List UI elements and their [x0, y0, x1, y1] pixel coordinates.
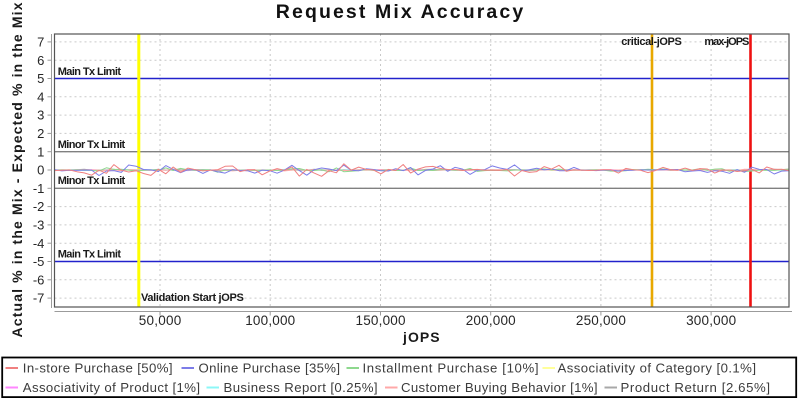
- svg-text:100,000: 100,000: [245, 313, 295, 328]
- svg-text:2: 2: [37, 126, 44, 141]
- svg-text:6: 6: [37, 53, 44, 68]
- svg-text:Installment Purchase [10%]: Installment Purchase [10%]: [363, 361, 539, 376]
- svg-text:Actual % in the Mix - Expected: Actual % in the Mix - Expected % in the …: [9, 2, 25, 337]
- svg-text:Validation Start jOPS: Validation Start jOPS: [141, 292, 244, 304]
- svg-text:Main Tx Limit: Main Tx Limit: [58, 66, 122, 78]
- svg-text:In-store Purchase [50%]: In-store Purchase [50%]: [23, 361, 173, 376]
- svg-text:300,000: 300,000: [686, 313, 736, 328]
- svg-text:-1: -1: [33, 181, 45, 196]
- svg-text:-7: -7: [33, 291, 45, 306]
- svg-text:max-jOPS: max-jOPS: [704, 36, 749, 48]
- svg-text:-2: -2: [33, 199, 45, 214]
- svg-text:critical-jOPS: critical-jOPS: [621, 36, 682, 48]
- svg-text:Associativity of Category [0.1: Associativity of Category [0.1%]: [558, 361, 757, 376]
- svg-text:5: 5: [37, 71, 44, 86]
- svg-text:Minor Tx Limit: Minor Tx Limit: [58, 175, 126, 187]
- svg-text:-4: -4: [33, 236, 45, 251]
- svg-text:Minor Tx Limit: Minor Tx Limit: [58, 139, 126, 151]
- svg-text:Associativity of Product [1%]: Associativity of Product [1%]: [23, 380, 200, 395]
- svg-text:-5: -5: [33, 254, 45, 269]
- svg-text:150,000: 150,000: [356, 313, 406, 328]
- svg-text:-6: -6: [33, 272, 45, 287]
- svg-text:250,000: 250,000: [576, 313, 626, 328]
- svg-text:Business Report [0.25%]: Business Report [0.25%]: [224, 380, 378, 395]
- svg-text:4: 4: [37, 89, 44, 104]
- svg-text:jOPS: jOPS: [402, 329, 440, 345]
- svg-text:3: 3: [37, 108, 44, 123]
- svg-text:0: 0: [37, 163, 44, 178]
- svg-text:Product Return [2.65%]: Product Return [2.65%]: [621, 380, 771, 395]
- svg-text:200,000: 200,000: [466, 313, 516, 328]
- svg-text:Online Purchase [35%]: Online Purchase [35%]: [199, 361, 341, 376]
- svg-text:50,000: 50,000: [139, 313, 182, 328]
- svg-text:-3: -3: [33, 218, 45, 233]
- svg-text:Main Tx Limit: Main Tx Limit: [58, 249, 122, 261]
- svg-text:Customer Buying Behavior [1%]: Customer Buying Behavior [1%]: [401, 380, 598, 395]
- svg-text:7: 7: [37, 35, 44, 50]
- svg-text:1: 1: [37, 144, 44, 159]
